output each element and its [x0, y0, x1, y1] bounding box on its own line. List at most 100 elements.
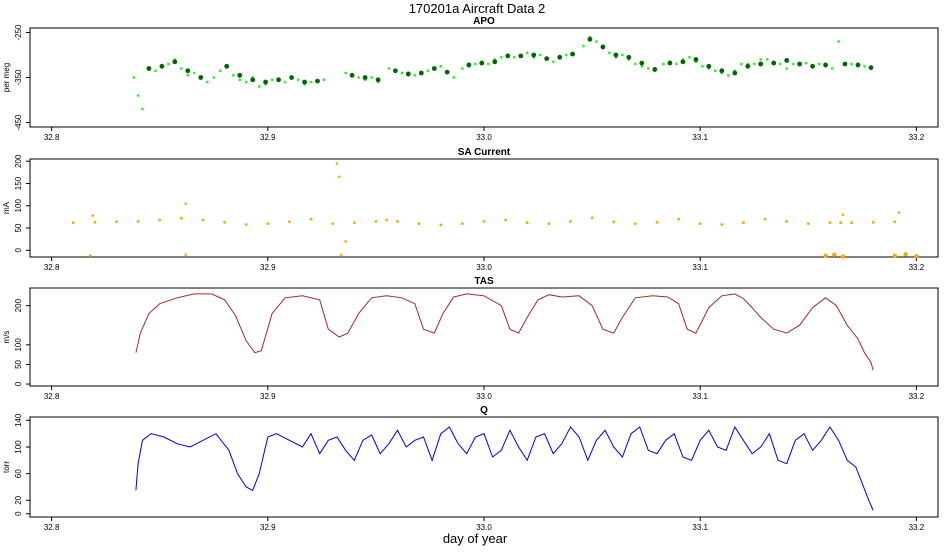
data-point	[841, 213, 845, 216]
data-point	[726, 73, 730, 77]
data-point	[393, 68, 398, 74]
data-point	[385, 218, 389, 222]
data-point	[742, 221, 745, 225]
data-point	[612, 220, 616, 224]
data-point	[289, 75, 294, 80]
data-point	[387, 67, 391, 70]
data-point	[444, 69, 450, 75]
x-tick-label: 33.0	[476, 523, 492, 532]
y-axis-label: m/s	[2, 331, 11, 344]
data-point	[785, 220, 789, 223]
plot-frame	[29, 416, 939, 518]
data-point	[587, 36, 593, 42]
data-point	[639, 60, 645, 66]
data-point	[288, 220, 291, 224]
x-tick-label: 33.2	[909, 523, 925, 532]
data-point	[551, 60, 555, 64]
x-tick-label: 33.1	[692, 392, 708, 401]
data-point	[810, 63, 815, 69]
data-point	[855, 62, 861, 68]
data-point	[785, 67, 789, 70]
data-point	[569, 220, 572, 223]
data-point	[370, 76, 373, 79]
data-point	[146, 66, 152, 71]
data-point	[544, 56, 550, 61]
data-point	[223, 220, 227, 224]
y-tick-label: 200	[14, 298, 23, 312]
y-axis-label: torr	[2, 461, 11, 473]
data-point	[461, 222, 464, 226]
data-point	[662, 62, 665, 66]
plot-frame	[29, 287, 939, 387]
y-tick-label: 50	[14, 223, 23, 232]
data-point	[914, 253, 919, 259]
data-point	[198, 75, 204, 80]
data-point	[141, 107, 144, 111]
data-point	[667, 60, 673, 66]
y-tick-label: 50	[14, 359, 23, 368]
x-tick-label: 33.2	[909, 263, 925, 272]
data-point	[357, 76, 360, 79]
data-point	[154, 69, 157, 73]
data-point	[89, 254, 92, 257]
data-point	[706, 63, 712, 69]
x-tick-label: 33.1	[692, 133, 708, 142]
data-point	[400, 71, 404, 75]
panel-0: APO 32.8 32.9 33.0 33.1 33.2 -450 -350 -250 per m…	[2, 16, 939, 142]
data-point	[238, 78, 242, 82]
data-point	[212, 76, 216, 79]
data-point	[564, 53, 568, 57]
data-point	[817, 62, 821, 66]
data-point	[237, 72, 243, 78]
panel-2: TAS 32.8 32.9 33.0 33.1 33.2 0 50 100 200 m/s	[2, 276, 939, 401]
data-point	[675, 62, 678, 66]
data-point	[778, 62, 782, 66]
x-axis-label: day of year	[443, 531, 508, 546]
x-tick-label: 32.9	[260, 392, 276, 401]
data-point	[570, 51, 575, 57]
data-point	[179, 216, 183, 220]
y-tick-label: 20	[14, 495, 23, 504]
x-tick-label: 32.8	[44, 523, 60, 532]
data-point	[850, 221, 853, 225]
data-point	[413, 73, 417, 77]
x-tick-label: 32.8	[44, 392, 60, 401]
panel-title: SA Current	[458, 147, 511, 158]
panel-3: Q 32.8 32.9 33.0 33.1 33.2 0 20 60 100 140 torr	[2, 405, 939, 532]
data-point	[903, 252, 908, 257]
data-point	[499, 55, 503, 59]
data-point	[720, 223, 724, 226]
data-point	[538, 53, 542, 57]
data-point	[739, 62, 743, 66]
data-point	[309, 80, 313, 84]
data-point	[93, 220, 97, 224]
data-point	[893, 220, 897, 224]
x-tick-label: 33.2	[909, 133, 925, 142]
data-point	[452, 76, 456, 79]
data-point	[396, 220, 399, 223]
data-point	[263, 79, 268, 85]
data-point	[688, 55, 691, 59]
y-axis-label: mA	[2, 201, 11, 214]
y-tick-label: 0	[14, 248, 23, 253]
data-point	[132, 76, 136, 79]
data-point	[331, 222, 335, 226]
data-point	[184, 253, 187, 257]
data-point	[719, 68, 725, 74]
y-tick-label: -350	[14, 69, 23, 86]
data-point	[531, 52, 537, 58]
data-point	[309, 217, 313, 221]
data-point	[613, 52, 619, 58]
data-point	[871, 220, 875, 224]
data-point	[504, 218, 507, 222]
data-point	[322, 78, 326, 82]
data-point	[466, 62, 472, 68]
x-tick-label: 33.1	[692, 523, 708, 532]
data-point	[474, 62, 477, 66]
data-point	[713, 69, 717, 73]
data-point	[266, 222, 270, 226]
data-point	[315, 78, 320, 84]
data-point	[201, 218, 205, 222]
x-tick-label: 33.0	[476, 133, 492, 142]
x-tick-label: 33.2	[909, 392, 925, 401]
